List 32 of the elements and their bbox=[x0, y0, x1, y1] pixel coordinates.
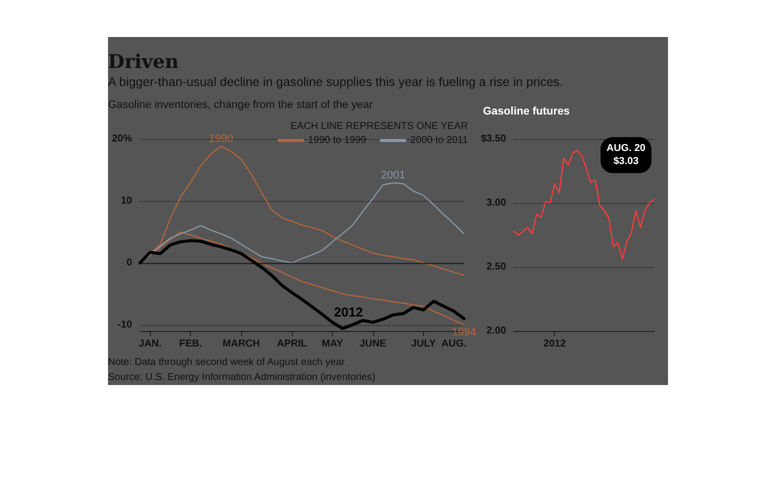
annotation: 1990 to 1999 bbox=[308, 135, 366, 146]
source-note: Source: U.S. Energy Information Administration (inventories) bbox=[108, 371, 376, 385]
chart-title: Driven bbox=[108, 51, 179, 73]
x-tick-label: MARCH bbox=[222, 338, 260, 350]
text: Note: Data through second week of August each year bbox=[108, 356, 346, 370]
y-tick-label: 0 bbox=[126, 257, 132, 268]
x-tick-label: JAN. bbox=[138, 338, 162, 350]
x-tick-label: APRIL bbox=[276, 338, 307, 350]
y-tick-label: 10 bbox=[120, 195, 132, 206]
y-tick-label: 20% bbox=[112, 134, 132, 144]
y-tick-label: $3.50 bbox=[480, 134, 506, 144]
text: Gasoline inventories, change from the start of the year bbox=[108, 99, 373, 111]
chart-title: Gasoline futures bbox=[483, 106, 570, 118]
x-tick-label: MAY bbox=[322, 338, 344, 350]
y-tick-label: 3.00 bbox=[486, 198, 506, 208]
series-label: 1994 bbox=[452, 326, 476, 338]
chart-subtitle: A bigger-than-usual decline in gasoline supplies this year is fueling a rise in prices. bbox=[108, 75, 564, 89]
y-tick-label: 2.50 bbox=[486, 262, 506, 272]
x-tick-label: JUNE bbox=[360, 338, 387, 350]
y-tick-label: -10 bbox=[118, 319, 132, 330]
annotation: AUG. 20 $3.03 bbox=[606, 143, 646, 168]
y-tick-label: 2.00 bbox=[486, 326, 506, 336]
series-label: 2001 bbox=[380, 169, 406, 182]
x-tick-label: FEB. bbox=[179, 338, 202, 350]
x-tick-label: AUG. bbox=[441, 338, 467, 350]
x-tick-label: JULY bbox=[411, 338, 436, 350]
legend-title: EACH LINE REPRESENTS ONE YEAR bbox=[289, 121, 468, 132]
line-series bbox=[513, 150, 655, 260]
annotation: 2000 to 2011 bbox=[410, 135, 468, 146]
series-label: 2012 bbox=[334, 304, 363, 320]
series-label: 1990 bbox=[208, 132, 234, 145]
x-tick-label: 2012 bbox=[544, 338, 566, 350]
